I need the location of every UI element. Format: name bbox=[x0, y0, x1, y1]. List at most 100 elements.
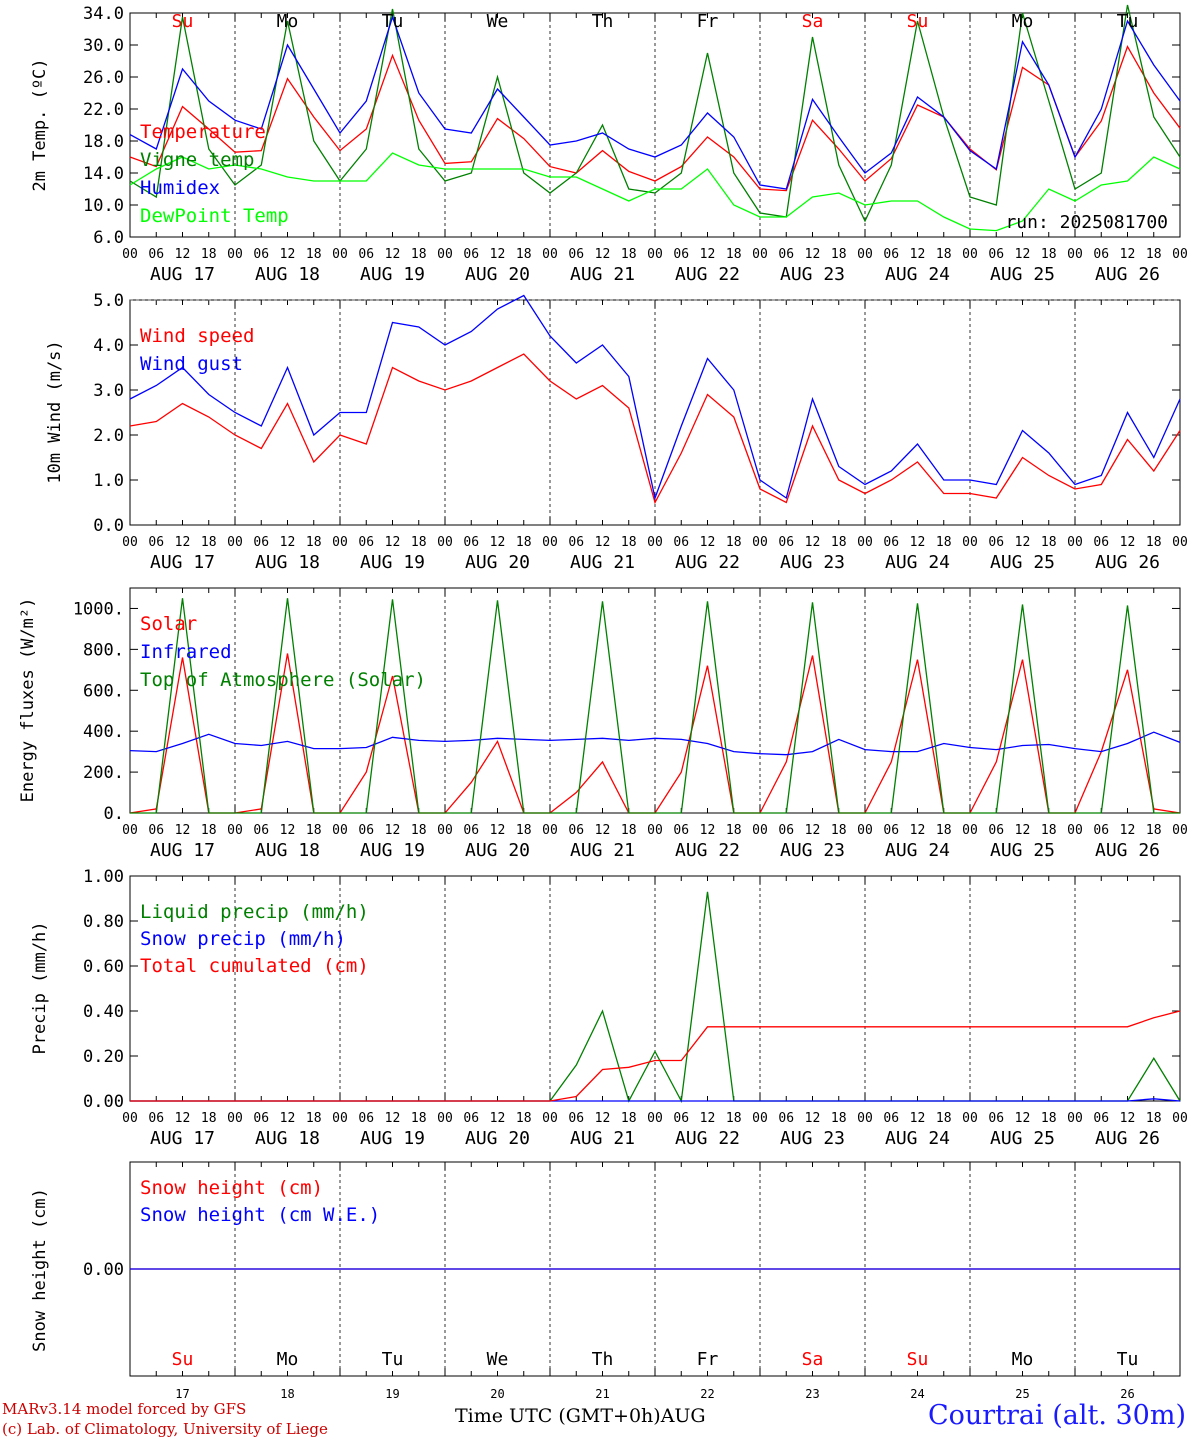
hour-tick-label: 00 bbox=[857, 247, 873, 262]
y-tick-label: 5.0 bbox=[93, 291, 124, 311]
date-label: AUG 20 bbox=[465, 840, 530, 861]
day-number: 21 bbox=[595, 1387, 609, 1401]
date-label: AUG 21 bbox=[570, 840, 635, 861]
y-tick-label: 0.20 bbox=[83, 1047, 124, 1067]
day-label: Tu bbox=[382, 1349, 404, 1370]
hour-tick-label: 18 bbox=[726, 247, 742, 262]
date-label: AUG 18 bbox=[255, 840, 320, 861]
hour-tick-label: 12 bbox=[595, 1111, 611, 1126]
hour-tick-label: 06 bbox=[1093, 535, 1109, 550]
date-label: AUG 18 bbox=[255, 1128, 320, 1149]
hour-tick-label: 00 bbox=[1067, 823, 1083, 838]
hour-tick-label: 12 bbox=[1120, 1111, 1136, 1126]
day-label: Tu bbox=[382, 11, 404, 32]
hour-tick-label: 06 bbox=[778, 535, 794, 550]
day-label: Su bbox=[172, 11, 194, 32]
hour-tick-label: 18 bbox=[516, 535, 532, 550]
date-label: AUG 24 bbox=[885, 840, 950, 861]
hour-tick-label: 12 bbox=[175, 1111, 191, 1126]
date-label: AUG 17 bbox=[150, 552, 215, 573]
hour-tick-label: 06 bbox=[148, 247, 164, 262]
date-label: AUG 25 bbox=[990, 552, 1055, 573]
hour-tick-label: 12 bbox=[1120, 823, 1136, 838]
series-line bbox=[129, 14, 1181, 190]
hour-tick-label: 00 bbox=[647, 535, 663, 550]
hour-tick-label: 12 bbox=[1015, 535, 1031, 550]
hour-tick-label: 06 bbox=[463, 823, 479, 838]
hour-tick-label: 06 bbox=[148, 823, 164, 838]
hour-tick-label: 18 bbox=[1041, 1111, 1057, 1126]
date-label: AUG 26 bbox=[1095, 840, 1160, 861]
hour-tick-label: 06 bbox=[988, 535, 1004, 550]
hour-tick-label: 18 bbox=[621, 823, 637, 838]
hour-tick-label: 18 bbox=[516, 247, 532, 262]
hour-tick-label: 18 bbox=[411, 247, 427, 262]
hour-tick-label: 00 bbox=[647, 247, 663, 262]
y-tick-label: 600. bbox=[83, 681, 124, 701]
hour-tick-label: 00 bbox=[227, 823, 243, 838]
hour-tick-label: 18 bbox=[831, 823, 847, 838]
y-tick-label: 1.00 bbox=[83, 867, 124, 887]
day-number: 20 bbox=[490, 1387, 504, 1401]
legend-label: Temperature bbox=[140, 121, 266, 143]
hour-tick-label: 00 bbox=[437, 247, 453, 262]
hour-tick-label: 00 bbox=[1172, 823, 1188, 838]
day-label: Mo bbox=[1012, 11, 1034, 32]
hour-tick-label: 12 bbox=[385, 535, 401, 550]
hour-tick-label: 18 bbox=[411, 823, 427, 838]
legend-label: Humidex bbox=[140, 177, 220, 199]
y-tick-label: 1000. bbox=[73, 599, 124, 619]
hour-tick-label: 12 bbox=[385, 1111, 401, 1126]
date-label: AUG 19 bbox=[360, 552, 425, 573]
hour-tick-label: 12 bbox=[175, 535, 191, 550]
hour-tick-label: 18 bbox=[306, 535, 322, 550]
date-label: AUG 24 bbox=[885, 552, 950, 573]
hour-tick-label: 00 bbox=[752, 1111, 768, 1126]
x-axis-month: AUG bbox=[660, 1405, 706, 1427]
hour-tick-label: 06 bbox=[673, 1111, 689, 1126]
hour-tick-label: 12 bbox=[175, 247, 191, 262]
series-line bbox=[129, 4, 1181, 223]
hour-tick-label: 12 bbox=[910, 823, 926, 838]
hour-tick-label: 00 bbox=[962, 535, 978, 550]
hour-tick-label: 18 bbox=[1146, 1111, 1162, 1126]
date-label: AUG 20 bbox=[465, 552, 530, 573]
hour-tick-label: 18 bbox=[936, 247, 952, 262]
hour-tick-label: 06 bbox=[253, 1111, 269, 1126]
legend-label: Vigne temp bbox=[140, 149, 254, 171]
y-tick-label: 10.0 bbox=[83, 196, 124, 216]
hour-tick-label: 06 bbox=[988, 247, 1004, 262]
hour-tick-label: 00 bbox=[332, 823, 348, 838]
hour-tick-label: 18 bbox=[411, 535, 427, 550]
hour-tick-label: 12 bbox=[805, 247, 821, 262]
date-label: AUG 17 bbox=[150, 840, 215, 861]
hour-tick-label: 00 bbox=[332, 1111, 348, 1126]
hour-tick-label: 00 bbox=[857, 823, 873, 838]
day-label: We bbox=[487, 11, 509, 32]
legend-label: Infrared bbox=[140, 641, 232, 663]
hour-tick-label: 18 bbox=[726, 1111, 742, 1126]
date-label: AUG 18 bbox=[255, 264, 320, 285]
hour-tick-label: 06 bbox=[673, 247, 689, 262]
hour-tick-label: 12 bbox=[910, 1111, 926, 1126]
day-label: Su bbox=[907, 1349, 929, 1370]
hour-tick-label: 18 bbox=[411, 1111, 427, 1126]
hour-tick-label: 18 bbox=[1041, 535, 1057, 550]
hour-tick-label: 06 bbox=[778, 1111, 794, 1126]
hour-tick-label: 12 bbox=[490, 247, 506, 262]
hour-tick-label: 18 bbox=[726, 823, 742, 838]
hour-tick-label: 18 bbox=[621, 247, 637, 262]
hour-tick-label: 18 bbox=[1146, 247, 1162, 262]
credit-lab: (c) Lab. of Climatology, University of L… bbox=[2, 1420, 328, 1438]
hour-tick-label: 12 bbox=[490, 1111, 506, 1126]
day-number: 25 bbox=[1015, 1387, 1029, 1401]
date-label: AUG 25 bbox=[990, 264, 1055, 285]
series-line bbox=[130, 1010, 1181, 1102]
day-label: Tu bbox=[1117, 11, 1139, 32]
hour-tick-label: 00 bbox=[542, 823, 558, 838]
hour-tick-label: 00 bbox=[437, 535, 453, 550]
hour-tick-label: 12 bbox=[1015, 247, 1031, 262]
y-tick-label: 18.0 bbox=[83, 132, 124, 152]
hour-tick-label: 00 bbox=[857, 535, 873, 550]
hour-tick-label: 00 bbox=[542, 247, 558, 262]
